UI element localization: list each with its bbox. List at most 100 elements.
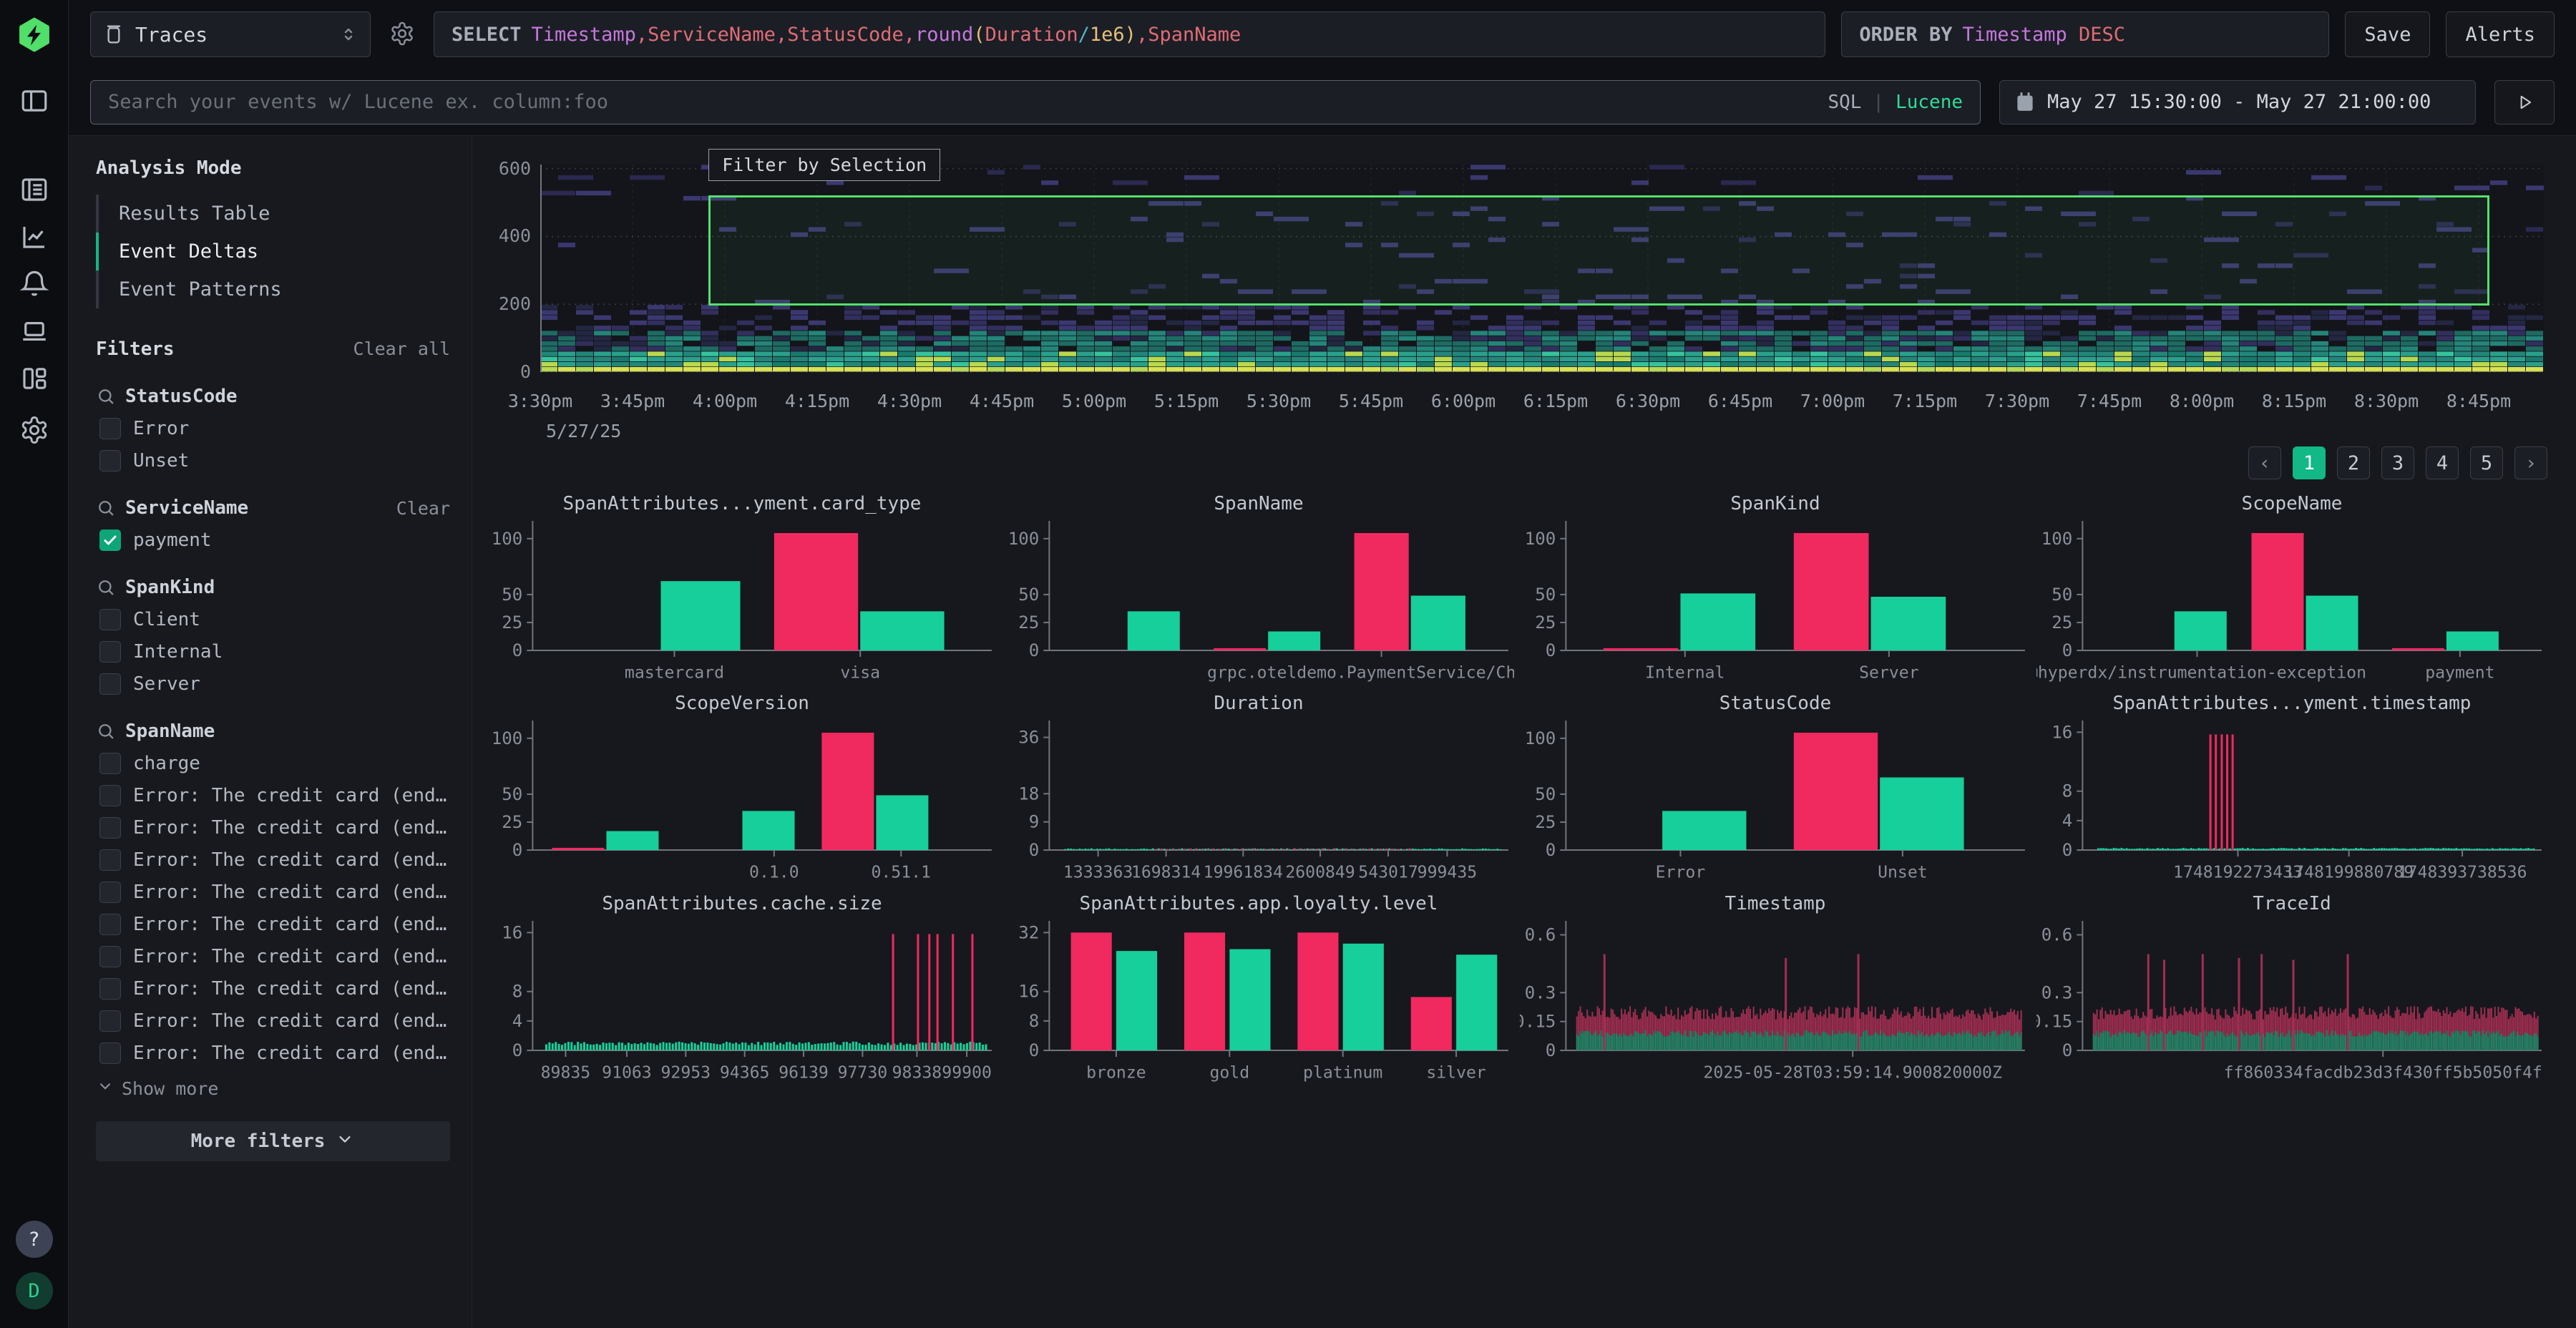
pagination-next-button[interactable]: ›	[2514, 446, 2547, 479]
filter-option-client[interactable]: Client	[96, 609, 450, 630]
user-avatar[interactable]: D	[15, 1272, 53, 1309]
checkbox-icon[interactable]	[99, 673, 121, 695]
filter-option-error-the-credit-card-end[interactable]: Error: The credit card (end…	[96, 914, 450, 935]
source-settings-button[interactable]	[386, 19, 418, 50]
heatmap-xtick: 6:00pm	[1430, 391, 1496, 411]
checkbox-icon[interactable]	[99, 849, 121, 871]
svg-text:50: 50	[1018, 585, 1039, 605]
search-icon[interactable]	[96, 577, 116, 597]
filter-option-charge[interactable]: charge	[96, 753, 450, 774]
query-token: round	[915, 23, 974, 46]
filter-option-error-the-credit-card-end[interactable]: Error: The credit card (end…	[96, 849, 450, 871]
heatmap-xtick: 8:45pm	[2446, 391, 2512, 411]
lucene-mode-toggle[interactable]: Lucene	[1896, 91, 1963, 113]
select-query-input[interactable]: SELECT Timestamp,ServiceName,StatusCode,r…	[434, 11, 1826, 57]
save-button[interactable]: Save	[2345, 11, 2431, 57]
filter-option-internal[interactable]: Internal	[96, 641, 450, 663]
svg-text:36: 36	[1018, 728, 1039, 748]
heatmap-xtick: 8:00pm	[2169, 391, 2235, 411]
svg-text:96139: 96139	[779, 1063, 829, 1082]
filter-option-error-the-credit-card-end[interactable]: Error: The credit card (end…	[96, 882, 450, 903]
pagination-page-3[interactable]: 3	[2381, 446, 2414, 479]
checkbox-icon[interactable]	[99, 1010, 121, 1032]
svg-text:98338: 98338	[892, 1063, 942, 1082]
filter-option-error-the-credit-card-end[interactable]: Error: The credit card (end…	[96, 1043, 450, 1064]
filter-option-error-the-credit-card-end[interactable]: Error: The credit card (end…	[96, 785, 450, 806]
clear-all-link[interactable]: Clear all	[353, 338, 450, 359]
analysis-mode-event-patterns[interactable]: Event Patterns	[96, 270, 450, 308]
pagination-page-1[interactable]: 1	[2293, 446, 2326, 479]
alerts-button[interactable]: Alerts	[2446, 11, 2555, 57]
svg-text:Internal: Internal	[1645, 663, 1724, 682]
svg-text:0: 0	[1546, 640, 1556, 660]
analysis-mode-results-table[interactable]: Results Table	[96, 195, 450, 233]
checkbox-icon[interactable]	[99, 946, 121, 967]
pagination-prev-button[interactable]: ‹	[2248, 446, 2281, 479]
search-logs-icon[interactable]	[18, 173, 51, 206]
search-icon[interactable]	[96, 721, 116, 741]
checkbox-icon[interactable]	[99, 418, 121, 439]
source-selector[interactable]: Traces	[90, 11, 371, 57]
chart-title: SpanKind	[1730, 493, 1820, 514]
filter-option-error-the-credit-card-end[interactable]: Error: The credit card (end…	[96, 817, 450, 839]
dashboards-icon[interactable]	[18, 362, 51, 395]
svg-text:4: 4	[2062, 811, 2073, 831]
checkbox-icon[interactable]	[99, 641, 121, 663]
pagination-page-5[interactable]: 5	[2470, 446, 2503, 479]
checkbox-icon[interactable]	[99, 785, 121, 806]
filter-by-selection-button[interactable]: Filter by Selection	[708, 149, 941, 181]
svg-text:1748192273433: 1748192273433	[2173, 864, 2303, 882]
heatmap-selection[interactable]	[708, 195, 2490, 306]
clear-filter-link[interactable]: Clear	[396, 497, 450, 519]
analysis-mode-event-deltas[interactable]: Event Deltas	[96, 233, 450, 270]
mode-divider: |	[1873, 91, 1885, 113]
search-icon[interactable]	[96, 386, 116, 406]
alerts-bell-icon[interactable]	[18, 268, 51, 301]
checkbox-icon[interactable]	[99, 978, 121, 1000]
checkbox-checked-icon[interactable]	[99, 529, 121, 551]
help-button[interactable]: ?	[15, 1221, 53, 1258]
svg-text:50: 50	[502, 585, 522, 605]
show-more-toggle[interactable]: Show more	[96, 1077, 450, 1100]
checkbox-icon[interactable]	[99, 753, 121, 774]
checkbox-icon[interactable]	[99, 450, 121, 472]
svg-text:Unset: Unset	[1878, 864, 1928, 882]
settings-gear-icon[interactable]	[18, 414, 51, 446]
chart-spanattributes-app-loyalty-level: SpanAttributes.app.loyalty.level 0 8 16 32 br…	[1003, 891, 1514, 1089]
checkbox-icon[interactable]	[99, 609, 121, 630]
checkbox-icon[interactable]	[99, 882, 121, 903]
svg-text:100: 100	[492, 728, 523, 748]
svg-text:25: 25	[502, 612, 522, 633]
svg-text:25: 25	[2051, 612, 2072, 633]
chevron-down-icon	[96, 1077, 114, 1100]
filter-option-error-the-credit-card-end[interactable]: Error: The credit card (end…	[96, 946, 450, 967]
filter-option-error-the-credit-card-end[interactable]: Error: The credit card (end…	[96, 1010, 450, 1032]
pagination-page-4[interactable]: 4	[2426, 446, 2459, 479]
filter-option-error-the-credit-card-end[interactable]: Error: The credit card (end…	[96, 978, 450, 1000]
more-filters-button[interactable]: More filters	[96, 1121, 450, 1161]
chart-title: StatusCode	[1719, 693, 1832, 715]
hyperdx-logo-icon[interactable]	[15, 16, 54, 56]
checkbox-icon[interactable]	[99, 817, 121, 839]
search-icon[interactable]	[96, 498, 116, 518]
svg-text:8: 8	[2062, 781, 2073, 801]
chart-title: TraceId	[2253, 892, 2331, 914]
heatmap-canvas[interactable]	[540, 165, 2544, 372]
checkbox-icon[interactable]	[99, 1043, 121, 1064]
sidebar-toggle-icon[interactable]	[18, 84, 51, 117]
pagination-page-2[interactable]: 2	[2337, 446, 2370, 479]
order-by-input[interactable]: ORDER BY Timestamp DESC	[1841, 11, 2330, 57]
chart-explorer-icon[interactable]	[18, 220, 51, 253]
run-query-button[interactable]	[2494, 79, 2555, 125]
filter-option-server[interactable]: Server	[96, 673, 450, 695]
filter-option-payment[interactable]: payment	[96, 529, 450, 551]
date-range-picker[interactable]: May 27 15:30:00 - May 27 21:00:00	[1999, 79, 2476, 125]
sql-mode-toggle[interactable]: SQL	[1828, 91, 1862, 113]
filter-option-unset[interactable]: Unset	[96, 450, 450, 472]
checkbox-icon[interactable]	[99, 914, 121, 935]
filter-option-error[interactable]: Error	[96, 418, 450, 439]
filter-option-label: Error: The credit card (end…	[133, 785, 447, 806]
search-input[interactable]: Search your events w/ Lucene ex. column:…	[90, 79, 1981, 125]
delta-charts-grid: SpanAttributes...yment.card_type 0 25 50 100…	[487, 491, 2547, 1089]
sessions-laptop-icon[interactable]	[18, 315, 51, 348]
